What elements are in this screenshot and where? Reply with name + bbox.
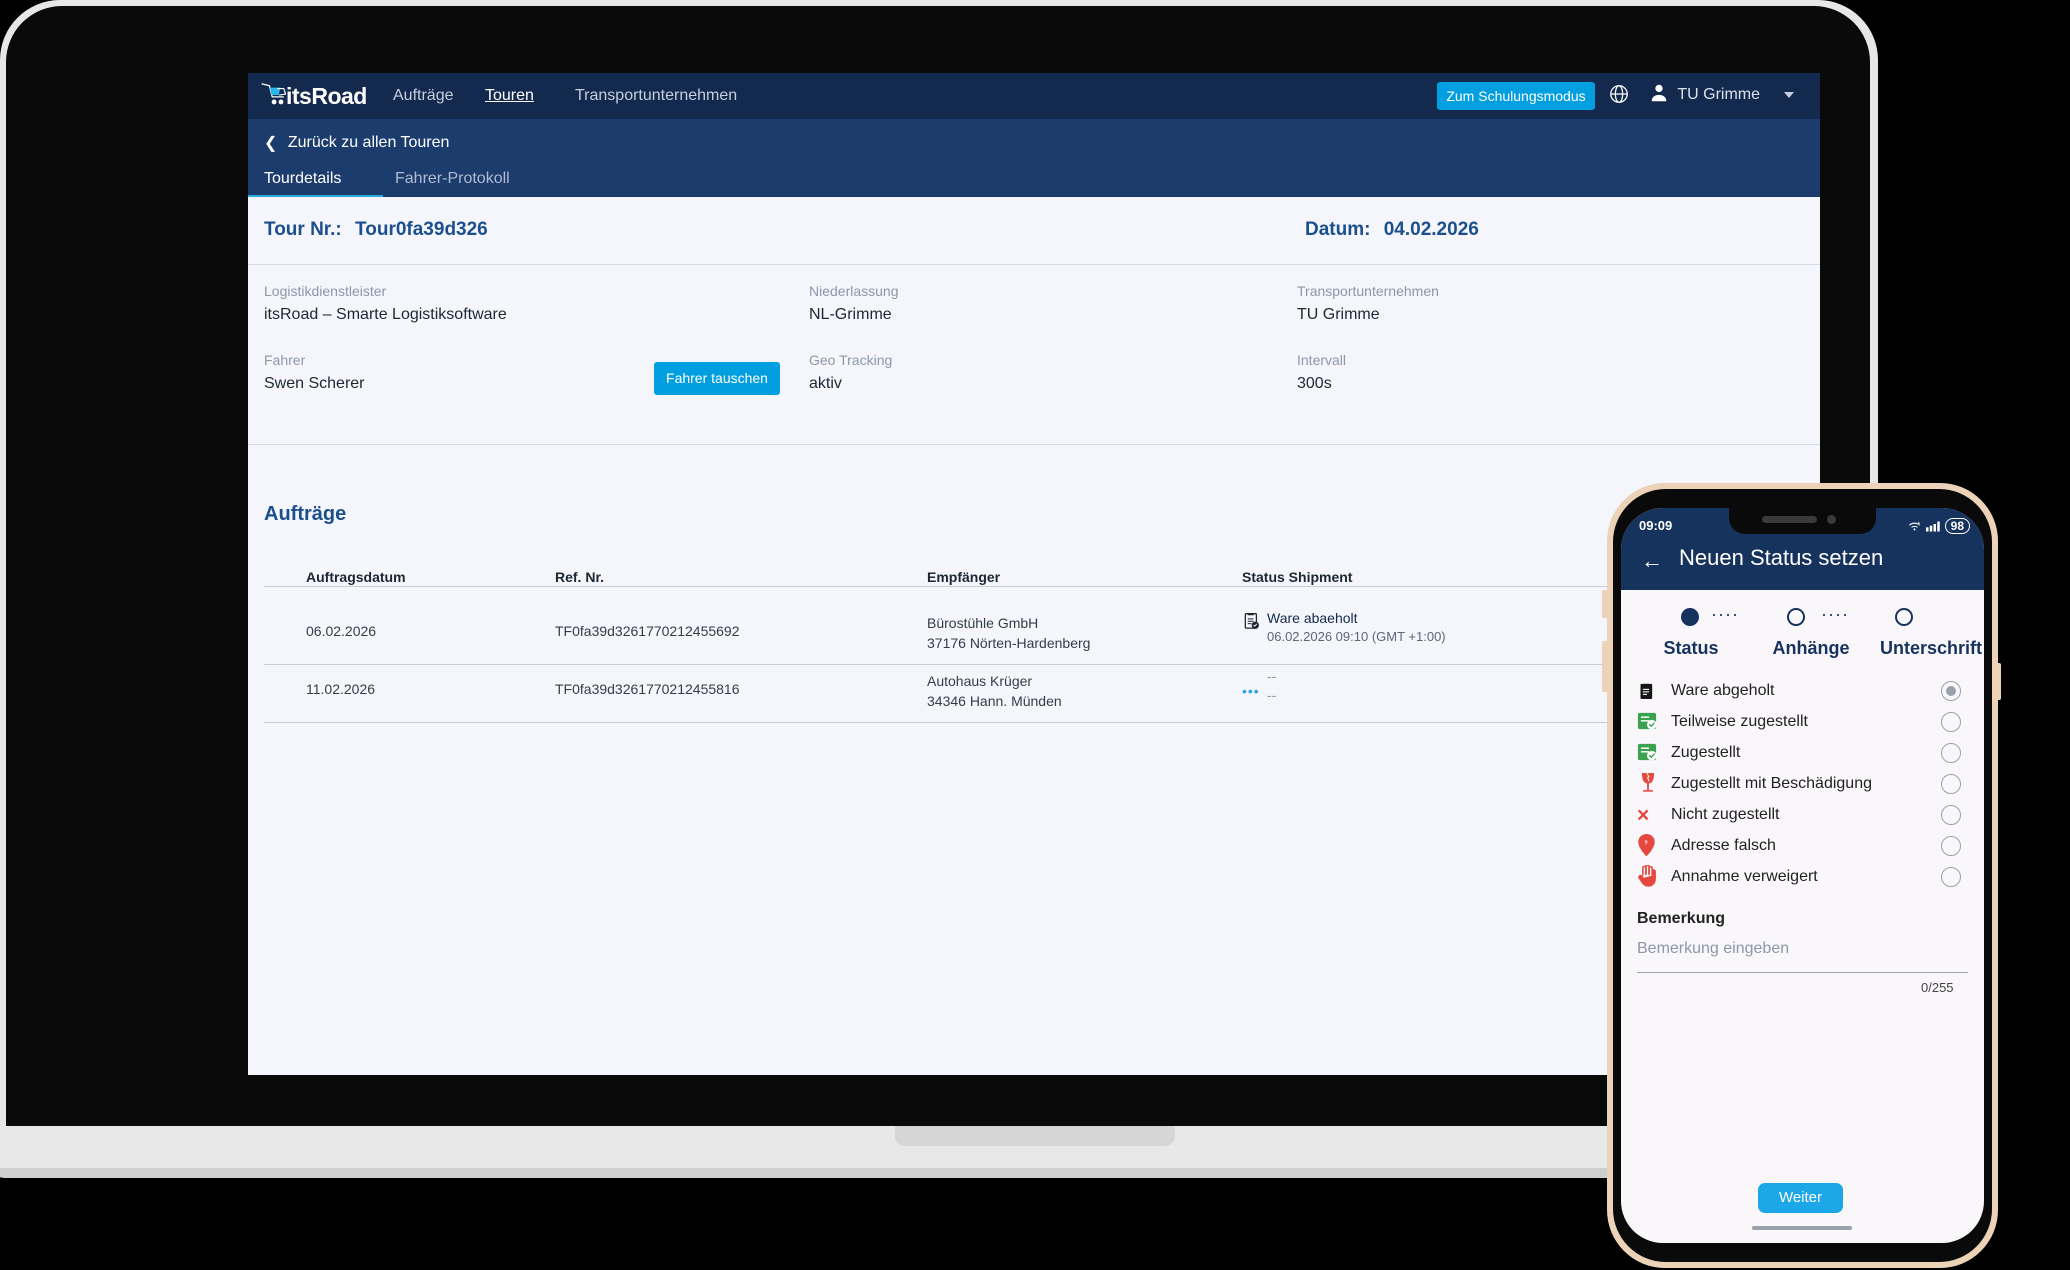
svg-text:?: ? [1644, 841, 1648, 847]
